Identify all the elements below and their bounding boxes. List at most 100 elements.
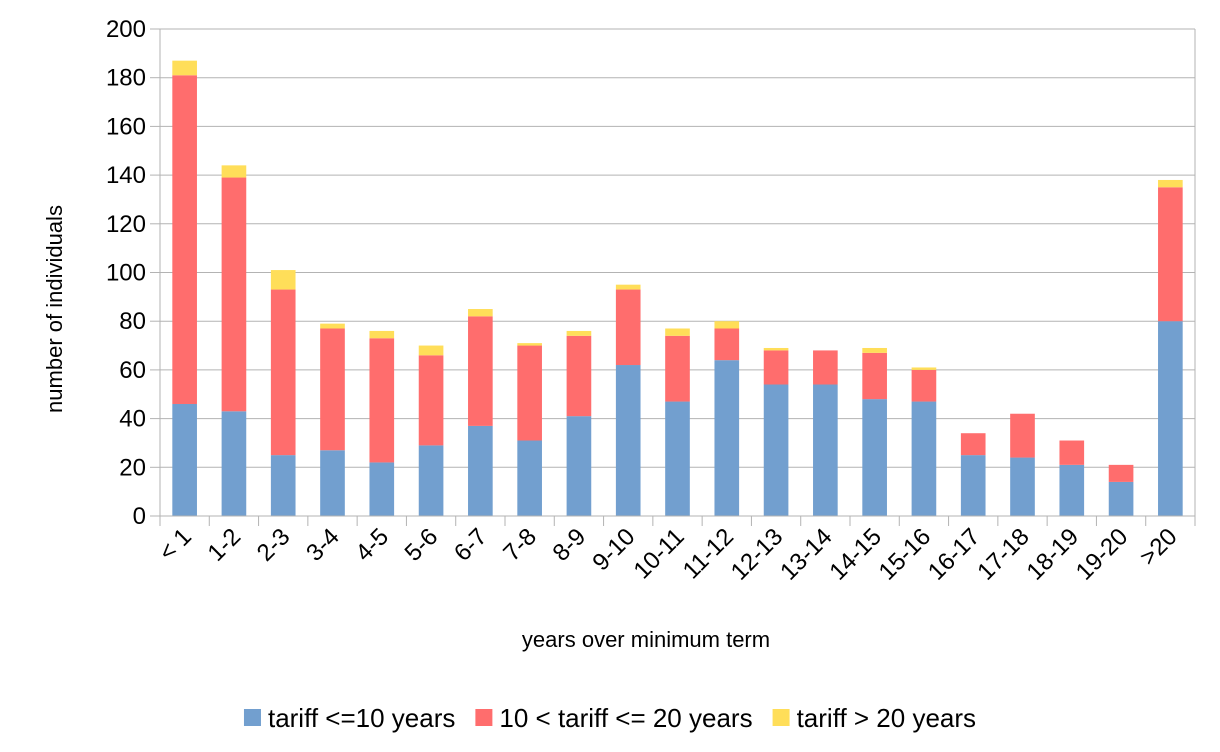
bar-segment: [763, 347, 789, 351]
bar-segment: [369, 338, 395, 463]
x-tick-label: 10-11: [629, 523, 690, 584]
bar-segment: [517, 440, 542, 516]
x-tick-label: 19-20: [1071, 523, 1134, 586]
bar-segment: [763, 384, 789, 516]
y-tick-label: 140: [106, 162, 146, 189]
y-tick-label: 60: [119, 357, 146, 384]
legend-swatch: [243, 709, 261, 726]
y-tick-label: 160: [106, 113, 146, 140]
bar-segment: [813, 350, 838, 385]
bar-segment: [1158, 179, 1183, 188]
bar-segment: [1010, 413, 1035, 458]
bar-segment: [1059, 440, 1085, 465]
bar-segment: [862, 347, 887, 353]
bar-segment: [615, 284, 641, 290]
bar-segment: [763, 350, 789, 385]
x-tick-label: 1-2: [203, 523, 247, 567]
bar-segment: [960, 455, 986, 516]
y-tick-label: 0: [133, 503, 146, 530]
legend-item: tariff <=10 years: [243, 703, 455, 733]
bar-segment: [270, 270, 296, 290]
x-tick-label: 15-16: [874, 523, 937, 586]
x-tick-label: < 1: [154, 523, 197, 566]
bar-segment: [1158, 187, 1183, 322]
bar-segment: [813, 384, 838, 516]
bar-segment: [172, 75, 197, 404]
y-tick-labels: 0 20 40 60 80 100 120 140 160 180 200: [106, 16, 146, 530]
bar-segment: [862, 352, 887, 400]
bar-segment: [911, 401, 937, 516]
bar-segment: [320, 328, 345, 451]
bar-segment: [320, 323, 345, 329]
x-tick-label: 12-13: [726, 523, 789, 586]
bars: [172, 60, 1183, 516]
bar-segment: [517, 345, 542, 441]
x-axis-title: years over minimum term: [522, 627, 770, 652]
x-tick-label: 14-15: [824, 523, 887, 586]
bar-segment: [911, 367, 937, 370]
legend-item: tariff > 20 years: [772, 703, 976, 733]
bar-segment: [270, 289, 296, 456]
legend-swatch: [475, 709, 493, 726]
legend-swatch: [772, 709, 790, 726]
bar-segment: [566, 416, 592, 516]
x-tick-label: 16-17: [923, 523, 986, 586]
y-tick-label: 120: [106, 211, 146, 238]
bar-segment: [615, 365, 641, 516]
bar-segment: [665, 328, 690, 336]
x-tick-label: 6-7: [449, 523, 493, 567]
bar-segment: [468, 425, 493, 516]
bar-segment: [1059, 464, 1085, 516]
bar-segment: [665, 401, 690, 516]
bar-segment: [1010, 457, 1035, 516]
bar-segment: [221, 411, 247, 516]
bar-segment: [1108, 464, 1134, 482]
legend-item: 10 < tariff <= 20 years: [475, 703, 753, 733]
y-tick-label: 180: [106, 65, 146, 92]
bar-segment: [517, 343, 542, 346]
bar-segment: [960, 433, 986, 456]
bar-segment: [468, 309, 493, 317]
legend-label: tariff <=10 years: [268, 703, 455, 733]
legend: tariff <=10 years 10 < tariff <= 20 years…: [243, 703, 976, 733]
y-tick-label: 100: [106, 260, 146, 287]
x-tick-labels: < 1 1-2 2-3 3-4 4-5 5-6 6-7 7-8 8-99-1010-1111-1…: [154, 523, 1183, 586]
y-tick-label: 20: [119, 454, 146, 481]
legend-label: tariff > 20 years: [797, 703, 976, 733]
bar-segment: [615, 289, 641, 366]
bar-segment: [1158, 321, 1183, 516]
bar-segment: [862, 399, 887, 516]
x-tick-label: 17-18: [972, 523, 1035, 586]
bar-segment: [369, 462, 395, 516]
bar-segment: [1108, 481, 1134, 516]
bar-segment: [270, 455, 296, 516]
bar-segment: [911, 369, 937, 402]
bar-segment: [714, 328, 740, 361]
bar-segment: [221, 177, 247, 412]
y-tick-label: 40: [119, 406, 146, 433]
axes: [159, 29, 1195, 526]
bar-segment: [665, 335, 690, 402]
bar-segment: [468, 316, 493, 426]
bar-segment: [369, 330, 395, 339]
bar-segment: [418, 345, 444, 356]
x-tick-label: 8-9: [548, 523, 592, 567]
bar-segment: [320, 450, 345, 516]
bar-segment: [566, 335, 592, 417]
x-tick-label: 2-3: [252, 523, 296, 567]
bar-segment: [714, 321, 740, 329]
bar-segment: [566, 330, 592, 336]
x-tick-label: 7-8: [498, 523, 542, 567]
bar-segment: [221, 165, 247, 178]
x-tick-label: 5-6: [400, 523, 444, 567]
bar-segment: [172, 403, 197, 516]
y-tick-label: 200: [106, 16, 146, 43]
bar-segment: [418, 355, 444, 446]
legend-label: 10 < tariff <= 20 years: [499, 703, 752, 733]
y-axis-title: number of individuals: [42, 205, 67, 413]
bar-segment: [418, 445, 444, 516]
y-tick-label: 80: [119, 308, 146, 335]
x-tick-label: 18-19: [1022, 523, 1085, 586]
